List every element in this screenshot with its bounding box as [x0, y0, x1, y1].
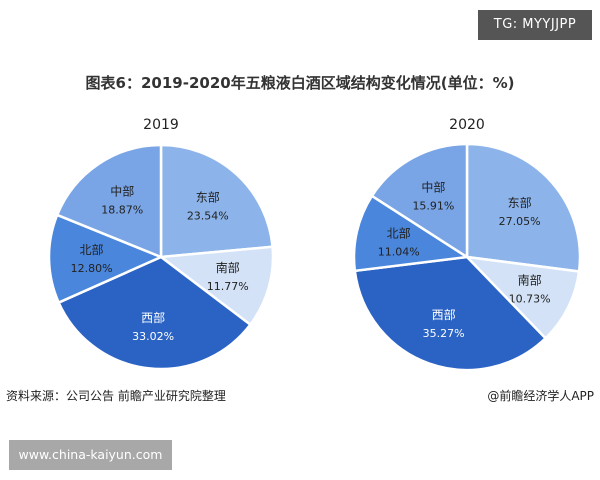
slice-value-label: 12.80%: [71, 262, 113, 275]
pie-subtitle: 2019: [143, 117, 179, 133]
slice-value-label: 10.73%: [509, 292, 551, 305]
slice-category-label: 北部: [80, 242, 104, 257]
source-note: 资料来源：公司公告 前瞻产业研究院整理: [6, 389, 226, 403]
pie-slice: [353, 255, 548, 372]
slice-category-label: 南部: [518, 272, 542, 287]
watermark-link[interactable]: www.china-kaiyun.com: [9, 440, 172, 470]
slice-category-label: 西部: [432, 307, 456, 322]
pie-slice: [57, 255, 253, 371]
slice-category-label: 东部: [508, 195, 532, 210]
slice-category-label: 西部: [141, 310, 165, 325]
slice-category-label: 中部: [421, 180, 445, 195]
slice-value-label: 11.77%: [207, 280, 249, 293]
chart-title: 图表6：2019-2020年五粮液白酒区域结构变化情况(单位：%): [85, 74, 515, 92]
pie-subtitle: 2020: [449, 117, 485, 133]
credit-note: @前瞻经济学人APP: [487, 389, 594, 403]
pie-slice: [47, 213, 165, 305]
pie-slice: [55, 143, 163, 259]
slice-value-label: 18.87%: [101, 203, 143, 216]
slice-value-label: 11.04%: [378, 245, 420, 258]
slice-value-label: 35.27%: [423, 327, 465, 340]
pie-slice: [157, 245, 275, 327]
slice-value-label: 23.54%: [187, 210, 229, 223]
pie-slice: [370, 142, 469, 260]
slice-category-label: 东部: [196, 190, 220, 205]
pie-slice: [465, 142, 582, 273]
slice-category-label: 南部: [216, 260, 240, 275]
pie-slice: [463, 255, 581, 341]
slice-value-label: 15.91%: [412, 200, 454, 213]
pie-slice: [159, 143, 274, 259]
slice-category-label: 北部: [387, 225, 411, 240]
slice-value-label: 27.05%: [499, 215, 541, 228]
tg-badge: TG: MYYJJPP: [478, 10, 592, 40]
pie-slice: [352, 194, 471, 273]
slice-value-label: 33.02%: [132, 330, 174, 343]
slice-category-label: 中部: [110, 183, 134, 198]
